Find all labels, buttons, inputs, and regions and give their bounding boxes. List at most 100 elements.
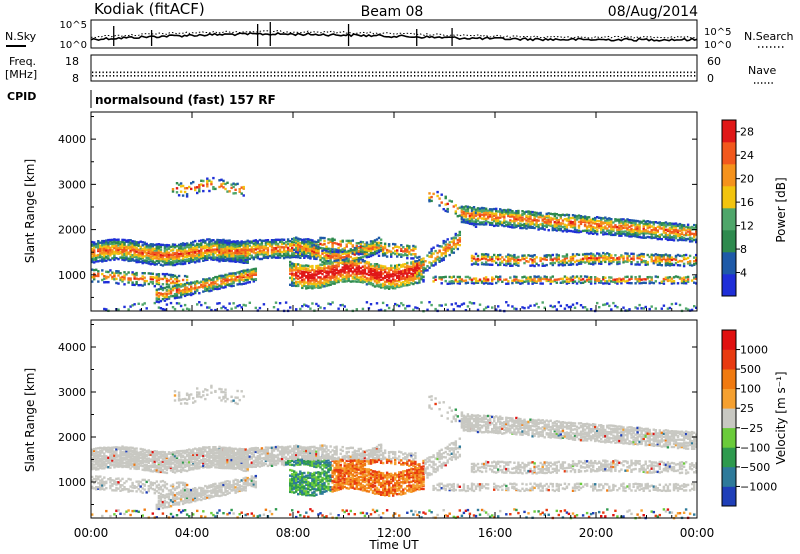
range-cell	[242, 248, 245, 252]
range-cell	[101, 247, 104, 250]
range-cell	[266, 240, 270, 243]
ground-cell	[369, 303, 373, 306]
range-cell	[495, 214, 498, 217]
range-cell	[183, 258, 187, 262]
range-cell	[101, 278, 104, 282]
range-cell	[668, 276, 672, 279]
range-cell	[589, 231, 593, 235]
ground-cell	[476, 308, 480, 312]
range-cell	[537, 224, 540, 227]
range-cell	[361, 245, 365, 248]
range-cell	[190, 250, 193, 254]
range-cell	[531, 210, 534, 214]
range-cell	[115, 248, 118, 251]
range-cell	[412, 249, 415, 252]
range-cell	[309, 238, 312, 242]
range-cell	[107, 466, 110, 469]
range-cell	[307, 238, 310, 241]
range-cell	[438, 249, 441, 252]
range-cell	[394, 243, 397, 246]
range-cell	[165, 295, 169, 299]
range-cell	[222, 282, 225, 285]
range-cell	[133, 259, 136, 262]
range-cell	[202, 259, 205, 262]
range-cell	[149, 246, 153, 249]
range-cell	[171, 280, 175, 283]
range-cell	[638, 255, 641, 258]
ground-cell	[660, 307, 664, 310]
range-cell	[309, 276, 312, 279]
range-cell	[476, 207, 480, 210]
range-cell	[398, 267, 401, 270]
ground-cell	[585, 308, 589, 311]
range-cell	[515, 225, 518, 229]
range-cell	[93, 449, 96, 453]
range-cell	[107, 448, 110, 452]
range-cell	[598, 256, 601, 259]
range-cell	[630, 252, 633, 255]
range-cell	[598, 262, 601, 265]
range-cell	[648, 220, 651, 223]
ground-cell	[450, 303, 454, 306]
range-cell	[155, 245, 159, 248]
range-cell	[173, 260, 177, 263]
range-cell	[357, 258, 361, 262]
range-cell	[406, 267, 409, 270]
range-cell	[335, 248, 338, 251]
range-cell	[484, 276, 488, 279]
range-cell	[396, 252, 399, 255]
frequency-label: Freq.	[9, 55, 36, 68]
ground-cell	[157, 306, 161, 309]
range-cell	[438, 276, 441, 279]
range-cell	[587, 257, 591, 260]
range-cell	[317, 282, 320, 285]
range-cell	[311, 251, 314, 255]
range-cell	[497, 258, 500, 261]
noise-left-tick-bottom: 10^0	[60, 40, 87, 51]
range-cell	[210, 278, 213, 281]
range-cell	[371, 240, 375, 243]
range-cell	[325, 253, 328, 257]
range-cell	[379, 248, 383, 252]
range-cell	[662, 225, 666, 228]
range-cell	[111, 271, 114, 274]
ground-cell	[638, 303, 641, 307]
range-cell	[515, 258, 518, 261]
range-cell	[670, 280, 674, 283]
range-cell	[565, 276, 569, 279]
range-cell	[347, 251, 350, 255]
range-cell	[105, 455, 108, 458]
ground-cell	[551, 305, 555, 309]
range-cell	[145, 279, 148, 283]
range-cell	[196, 286, 199, 289]
range-cell	[644, 261, 647, 264]
range-cell	[315, 264, 318, 268]
range-cell	[509, 225, 512, 229]
range-cell	[97, 248, 100, 251]
range-cell	[359, 245, 363, 249]
range-cell	[181, 249, 185, 253]
range-cell	[371, 269, 375, 273]
range-cell	[428, 192, 431, 195]
range-cell	[373, 270, 377, 274]
ground-cell	[311, 302, 314, 305]
range-cell	[497, 210, 500, 213]
range-cell	[608, 282, 611, 285]
range-cell	[478, 213, 482, 216]
range-cell	[420, 264, 423, 267]
range-cell	[484, 279, 488, 283]
range-cell	[123, 283, 126, 286]
range-cell	[359, 266, 363, 270]
range-cell	[604, 254, 607, 257]
range-cell	[444, 195, 447, 198]
range-cell	[325, 284, 328, 288]
range-cell	[303, 280, 306, 283]
range-cell	[349, 267, 353, 271]
ground-cell	[466, 305, 470, 308]
range-cell	[111, 244, 114, 247]
range-cell	[442, 242, 445, 245]
range-cell	[198, 292, 201, 295]
range-cell	[121, 243, 124, 246]
range-cell	[155, 255, 159, 258]
